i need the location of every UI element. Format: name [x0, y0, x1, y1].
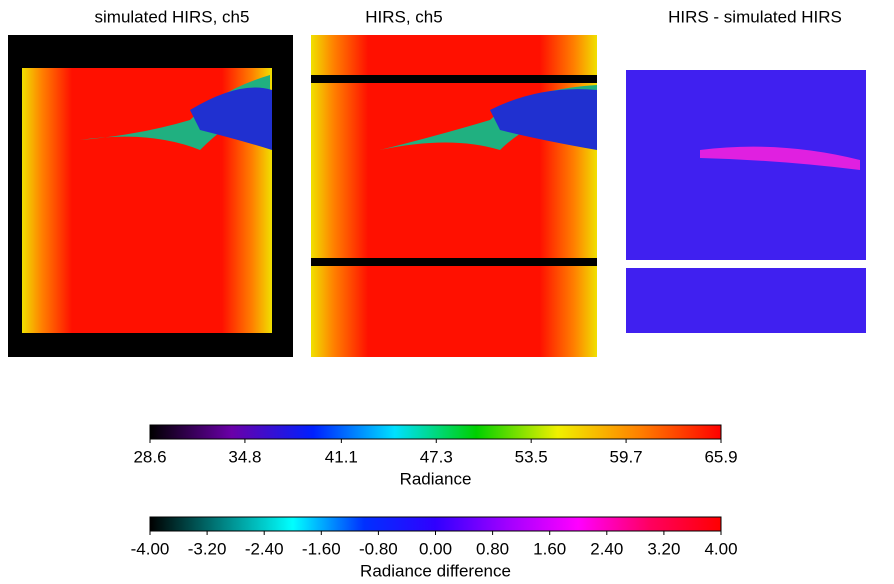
tick-label: 3.20 — [647, 539, 680, 558]
scan-gap — [311, 258, 597, 266]
tick-label: -2.40 — [245, 539, 284, 558]
colorbar-label: Radiance difference — [360, 561, 511, 580]
cloud-blob — [190, 87, 272, 150]
scan-gap — [311, 75, 597, 83]
image-field — [311, 35, 597, 357]
tick-label: 0.00 — [419, 539, 452, 558]
tick-label: 59.7 — [610, 447, 643, 466]
tick-label: 1.60 — [533, 539, 566, 558]
tick-label: 65.9 — [704, 447, 737, 466]
difference-field — [626, 268, 866, 333]
tick-label: 53.5 — [515, 447, 548, 466]
panel-title: HIRS, ch5 — [365, 7, 442, 26]
difference-streak — [700, 146, 860, 170]
panel-title: simulated HIRS, ch5 — [95, 7, 250, 26]
tick-label: 28.6 — [133, 447, 166, 466]
tick-label: -0.80 — [359, 539, 398, 558]
cloud-blob — [490, 89, 597, 150]
tick-label: 0.80 — [476, 539, 509, 558]
colorbar — [149, 424, 722, 440]
tick-label: 34.8 — [228, 447, 261, 466]
panel-title: HIRS - simulated HIRS — [668, 7, 842, 26]
colorbar — [149, 516, 722, 532]
tick-label: 2.40 — [590, 539, 623, 558]
colorbars: 28.6 34.8 41.1 47.3 53.5 59.7 65.9 Radiance -4.0… — [131, 424, 738, 580]
tick-label: 41.1 — [325, 447, 358, 466]
tick-label: -1.60 — [302, 539, 341, 558]
panel-1 — [8, 35, 293, 357]
panel-3 — [626, 70, 866, 333]
tick-label: -3.20 — [188, 539, 227, 558]
tick-label: 4.00 — [704, 539, 737, 558]
tick-label: -4.00 — [131, 539, 170, 558]
panel-2 — [311, 35, 597, 357]
panel-titles: simulated HIRS, ch5 HIRS, ch5 HIRS - simul… — [95, 7, 842, 26]
colorbar-label: Radiance — [400, 469, 472, 488]
tick-label: 47.3 — [420, 447, 453, 466]
